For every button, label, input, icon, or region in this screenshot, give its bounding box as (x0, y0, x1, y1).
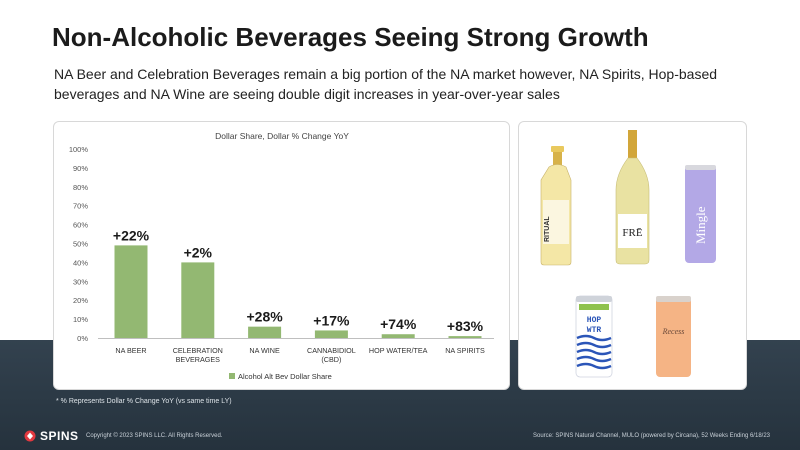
y-tick-label: 90% (73, 164, 88, 173)
x-tick-label: HOP WATER/TEA (369, 346, 428, 355)
data-label: +2% (184, 244, 213, 260)
bar (448, 336, 482, 338)
source-text: Source: SPINS Natural Channel, MULO (pow… (532, 433, 770, 439)
mingle-can-image: Mingle (685, 165, 716, 263)
bar-chart: Dollar Share, Dollar % Change YoY 0% 10% 20… (69, 131, 494, 381)
footnote: * % Represents Dollar % Change YoY (vs s… (56, 398, 232, 405)
legend-label: Alcohol Alt Bev Dollar Share (238, 372, 332, 381)
data-label: +28% (246, 309, 283, 325)
svg-text:Mingle: Mingle (693, 206, 708, 244)
bar (248, 326, 282, 338)
svg-text:Recess: Recess (662, 327, 685, 336)
y-tick-label: 20% (73, 296, 88, 305)
data-label: +22% (113, 227, 150, 243)
bar (381, 334, 415, 338)
chart-panel: Dollar Share, Dollar % Change YoY 0% 10% 20… (53, 121, 510, 390)
y-tick-label: 50% (73, 240, 88, 249)
fre-wine-bottle-image: FRĒ (615, 130, 650, 265)
x-tick-label: CELEBRATION (173, 346, 223, 355)
spins-logo-icon (24, 430, 36, 442)
ritual-bottle-image: RITUAL (540, 146, 572, 266)
x-tick-label: CANNABIDIOL (307, 346, 356, 355)
y-tick-label: 0% (77, 334, 88, 343)
svg-text:WTR: WTR (587, 326, 602, 335)
recess-can-image: Recess (656, 296, 691, 377)
chart-title: Dollar Share, Dollar % Change YoY (215, 131, 349, 141)
y-tick-label: 60% (73, 221, 88, 230)
x-tick-label: NA WINE (249, 346, 280, 355)
page-subtitle: NA Beer and Celebration Beverages remain… (54, 66, 718, 102)
logo-text: SPINS (40, 429, 79, 443)
svg-text:HOP: HOP (587, 316, 602, 325)
svg-text:RITUAL: RITUAL (544, 216, 551, 242)
data-label: +74% (380, 316, 417, 332)
y-tick-label: 70% (73, 202, 88, 211)
bar (314, 330, 348, 338)
y-tick-label: 80% (73, 183, 88, 192)
x-tick-label: NA SPIRITS (445, 346, 485, 355)
spins-logo: SPINS (24, 429, 79, 443)
svg-text:FRĒ: FRĒ (622, 227, 642, 239)
page-title: Non-Alcoholic Beverages Seeing Strong Gr… (52, 22, 649, 52)
legend-swatch (229, 373, 235, 379)
x-tick-label: NA BEER (115, 346, 146, 355)
x-tick-label: BEVERAGES (176, 355, 221, 364)
y-tick-label: 100% (69, 145, 89, 154)
product-image-panel: RITUAL FRĒ Mingle HOP WTR Recess (518, 121, 747, 390)
bar (181, 262, 215, 338)
data-label: +17% (313, 312, 350, 328)
y-tick-label: 10% (73, 315, 88, 324)
bar (114, 245, 148, 338)
y-tick-label: 40% (73, 258, 88, 267)
x-tick-label: (CBD) (321, 355, 341, 364)
data-label: +83% (447, 318, 484, 334)
copyright-text: Copyright © 2023 SPINS LLC. All Rights R… (86, 433, 223, 439)
y-tick-label: 30% (73, 277, 88, 286)
